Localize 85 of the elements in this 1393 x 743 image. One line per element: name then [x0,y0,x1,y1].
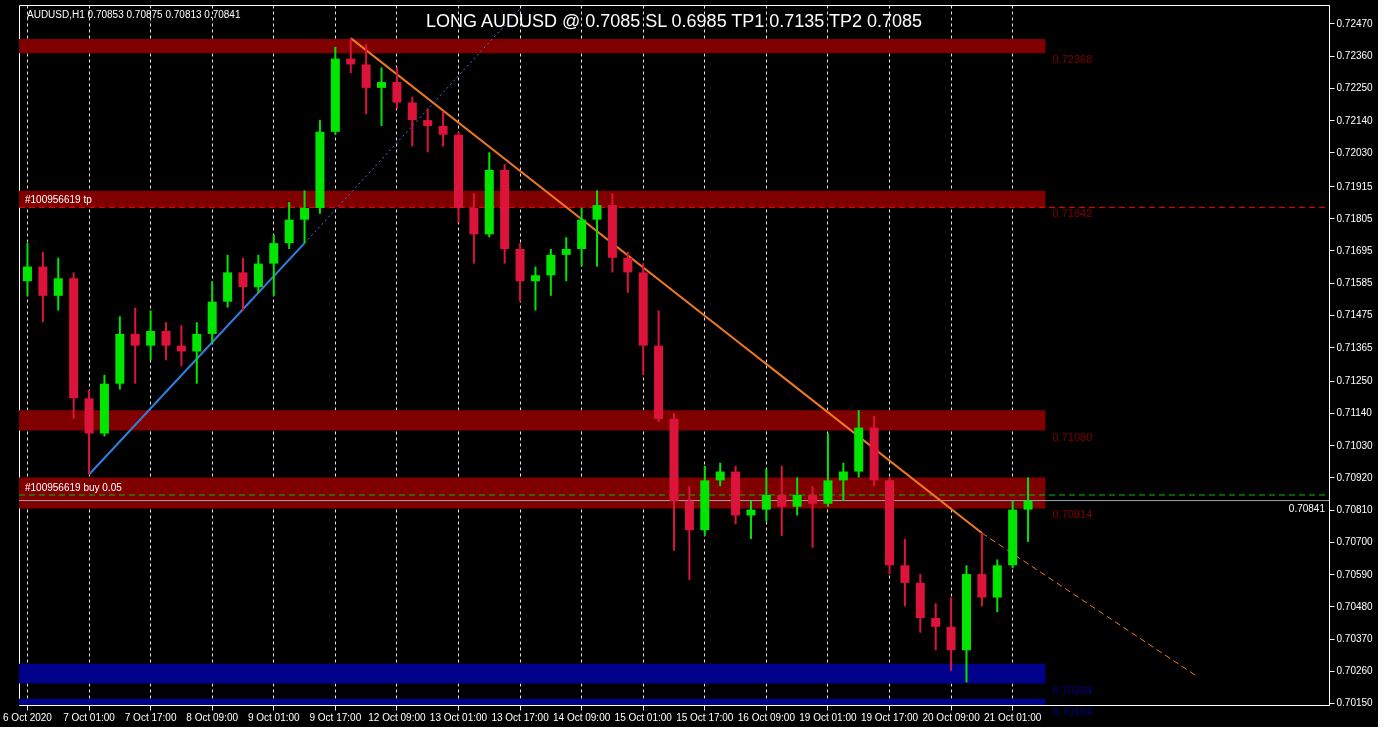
x-tick-label: 19 Oct 17:00 [860,711,919,723]
candlestick [592,189,602,268]
x-tick-label: 7 Oct 17:00 [124,711,177,723]
candlestick [931,602,941,652]
y-tick-label: 0.72360 [1336,50,1374,62]
candlestick [838,461,848,502]
y-tick-label: 0.70370 [1336,633,1374,645]
band-label: 0.71080 [1052,430,1093,443]
ref-line-label: 0.70841 [1288,502,1326,514]
x-tick-label: 13 Oct 17:00 [491,711,550,723]
y-tick-label: 0.72140 [1336,114,1374,126]
x-tick-label: 15 Oct 01:00 [614,711,673,723]
x-tick-label: 9 Oct 01:00 [247,711,301,723]
candlestick [977,532,987,608]
x-tick-label: 15 Oct 17:00 [676,711,734,723]
candlestick [130,306,140,385]
y-tick-label: 0.71365 [1336,341,1374,353]
candlestick [808,485,818,549]
candlestick [161,321,171,362]
candlestick [53,256,63,312]
candlestick [300,189,310,245]
y-tick-label: 0.72030 [1336,146,1374,158]
candlestick [623,250,633,294]
x-tick-label: 13 Oct 01:00 [429,711,488,723]
y-tick-label: 0.71475 [1336,309,1374,321]
candlestick [1023,476,1033,543]
candlestick [253,253,263,294]
ref-line-label: #100956619 buy 0.05 [25,482,123,493]
candlestick [284,201,294,250]
y-tick-label: 0.71030 [1336,439,1374,451]
y-tick-label: 0.71805 [1336,212,1374,224]
x-tick-label: 16 Oct 09:00 [737,711,796,723]
y-tick-label: 0.71250 [1336,375,1374,387]
y-tick-label: 0.71585 [1336,277,1374,289]
y-tick-label: 0.70700 [1336,536,1374,548]
x-tick-label: 21 Oct 01:00 [984,711,1042,723]
candlestick [546,247,556,297]
x-tick-label: 9 Oct 17:00 [309,711,362,723]
candlestick [823,432,833,508]
candlestick [715,461,725,488]
ref-line-label: #100956619 tp [25,194,93,206]
candlestick [792,476,802,517]
y-tick-label: 0.70810 [1336,504,1374,516]
x-tick-label: 8 Oct 09:00 [186,711,239,723]
y-tick-label: 0.72470 [1336,17,1374,29]
candlestick [423,107,433,154]
y-tick-label: 0.72250 [1336,82,1374,94]
y-tick-label: 0.71140 [1336,407,1373,419]
x-tick-label: 14 Oct 09:00 [553,711,611,723]
candlestick [269,233,279,297]
chart-title: LONG AUDUSD @ 0.7085 SL 0.6985 TP1 0.7135 TP2 0.7085 [425,11,923,31]
band-label: 0.70814 [1052,508,1093,521]
band-label: 0.70164 [1052,705,1093,717]
candlestick [761,467,771,523]
candlestick [377,66,387,127]
candlestick [900,537,910,608]
y-tick-label: 0.71695 [1336,244,1374,256]
candlestick [361,42,371,116]
chart-subtitle: AUDUSD,H1 0.70853 0.70875 0.70813 0.70841 [27,9,241,20]
candlestick [946,596,956,672]
candlestick [192,321,202,385]
x-tick-label: 19 Oct 01:00 [799,711,857,723]
candlestick [777,464,787,537]
y-tick-label: 0.70150 [1336,697,1374,709]
y-tick-label: 0.70590 [1336,568,1374,580]
x-tick-label: 6 Oct 2020 [3,711,53,723]
candlestick [561,236,571,283]
candlestick [22,242,32,297]
x-tick-label: 20 Oct 09:00 [922,711,981,723]
candlestick [146,309,156,362]
candlestick [746,499,756,540]
candlestick [530,265,540,312]
band-label: 0.70284 [1052,683,1093,696]
candlestick [238,256,248,312]
y-tick-label: 0.70260 [1336,665,1374,677]
y-tick-label: 0.71915 [1336,180,1374,192]
candlestick [407,95,417,148]
x-tick-label: 12 Oct 09:00 [368,711,426,723]
band-label: 0.71842 [1052,207,1093,220]
y-tick-label: 0.70920 [1336,471,1374,483]
candlestick [438,110,448,148]
band-label: 0.72368 [1052,53,1093,66]
y-tick-label: 0.70480 [1336,600,1374,612]
x-tick-label: 7 Oct 01:00 [63,711,116,723]
candlestick [392,66,402,110]
